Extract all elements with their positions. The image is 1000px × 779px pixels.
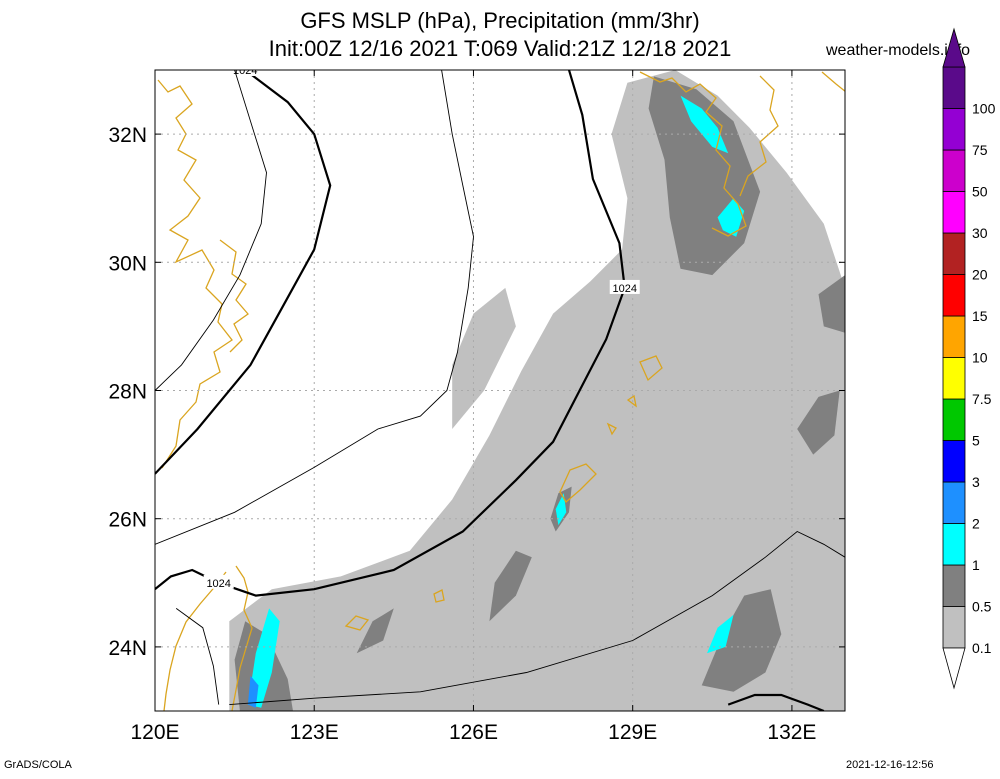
precip-area-2-15 xyxy=(247,675,259,708)
isobar-layer: 1024 1024 1024 xyxy=(155,65,845,711)
precip-area-0_5-5 xyxy=(356,608,394,654)
color-legend: 0.1 0.5 1 2 3 5 7.5 10 15 20 30 50 75 100 xyxy=(942,27,996,690)
x-tick-label: 129E xyxy=(608,721,657,744)
x-tick-label: 120E xyxy=(130,721,179,744)
isobar-label-bg xyxy=(230,70,261,76)
y-tick-label: 24N xyxy=(108,637,147,660)
legend-label: 7.5 xyxy=(972,391,992,407)
legend-swatch-2 xyxy=(942,481,966,524)
precipitation-layer xyxy=(229,70,845,711)
chart-subtitle: Init:00Z 12/16 2021 T:069 Valid:21Z 12/1… xyxy=(268,36,732,61)
legend-swatch-0_5 xyxy=(942,564,966,607)
legend-label: 10 xyxy=(972,350,988,366)
legend-label: 0.1 xyxy=(972,640,992,656)
precip-area-0_5-6 xyxy=(489,550,532,622)
precip-area-0_1-1 xyxy=(452,287,516,429)
isobar-5 xyxy=(229,530,845,706)
legend-label: 2 xyxy=(972,516,980,532)
coastline-korea-japan xyxy=(639,71,747,237)
isobar-label: 1024 xyxy=(233,65,257,77)
legend-label: 75 xyxy=(972,142,988,158)
legend-swatch-100 xyxy=(942,66,966,109)
y-tick-label: 32N xyxy=(108,124,147,147)
isobar-4 xyxy=(155,70,267,391)
legend-label: 3 xyxy=(972,474,980,490)
legend-label: 30 xyxy=(972,225,988,241)
legend-swatch-10 xyxy=(942,315,966,358)
x-tick-label: 126E xyxy=(449,721,498,744)
legend-swatch-30 xyxy=(942,191,966,234)
legend-swatch-7_5 xyxy=(942,357,966,400)
precip-area-0_5-8 xyxy=(797,390,840,455)
coastline-islands xyxy=(344,355,663,631)
software-credit: GrADS/COLA xyxy=(4,759,72,771)
legend-swatch-1 xyxy=(942,523,966,566)
legend-swatch-20 xyxy=(942,232,966,275)
legend-arrow-low xyxy=(942,647,966,690)
coastline-layer xyxy=(157,71,845,711)
isobar-label-bg xyxy=(609,279,640,294)
precip-area-1-11 xyxy=(680,95,729,154)
legend-swatch-15 xyxy=(942,274,966,317)
timestamp: 2021-12-16-12:56 xyxy=(846,759,934,771)
precip-area-0_5-9 xyxy=(818,275,845,333)
isobar-1 xyxy=(155,70,332,475)
isobar-3 xyxy=(155,70,474,545)
legend-swatch-75 xyxy=(942,108,966,151)
legend-label: 50 xyxy=(972,184,988,200)
x-tick-label: 132E xyxy=(767,721,816,744)
axes: 120E 123E 126E 129E 132E 24N 26N 28N 30N 32N xyxy=(108,70,845,744)
precip-area-1-13 xyxy=(707,614,734,654)
coastline-china xyxy=(157,79,233,469)
coastline-shikoku xyxy=(821,71,845,93)
legend-label: 5 xyxy=(972,433,980,449)
legend-label: 100 xyxy=(972,101,996,117)
legend-swatch-50 xyxy=(942,149,966,192)
y-tick-label: 28N xyxy=(108,381,147,404)
chart-title: GFS MSLP (hPa), Precipitation (mm/3hr) xyxy=(300,8,700,33)
legend-swatch-3 xyxy=(942,440,966,483)
site-credit: weather-models.info xyxy=(826,42,971,59)
legend-label: 15 xyxy=(972,308,988,324)
x-tick-label: 123E xyxy=(290,721,339,744)
isobar-label-bg xyxy=(203,574,234,589)
isobar-2 xyxy=(727,693,825,711)
legend-arrow-high xyxy=(942,27,966,68)
coastline-china-inner xyxy=(219,239,249,353)
legend-label: 0.5 xyxy=(972,599,992,615)
grid-lines xyxy=(155,70,845,711)
legend-swatch-0_1 xyxy=(942,606,966,649)
y-tick-label: 26N xyxy=(108,509,147,532)
isobar-label: 1024 xyxy=(612,283,636,295)
precip-area-1-14 xyxy=(555,493,567,526)
isobar-label: 1024 xyxy=(206,578,230,590)
precip-area-0_5-4 xyxy=(701,589,782,692)
legend-label: 1 xyxy=(972,557,980,573)
isobar-6 xyxy=(175,608,220,705)
precip-area-1-12 xyxy=(717,198,745,237)
coastline-taiwan xyxy=(163,565,253,711)
legend-label: 20 xyxy=(972,267,988,283)
y-tick-label: 30N xyxy=(108,252,147,275)
legend-swatch-5 xyxy=(942,398,966,441)
